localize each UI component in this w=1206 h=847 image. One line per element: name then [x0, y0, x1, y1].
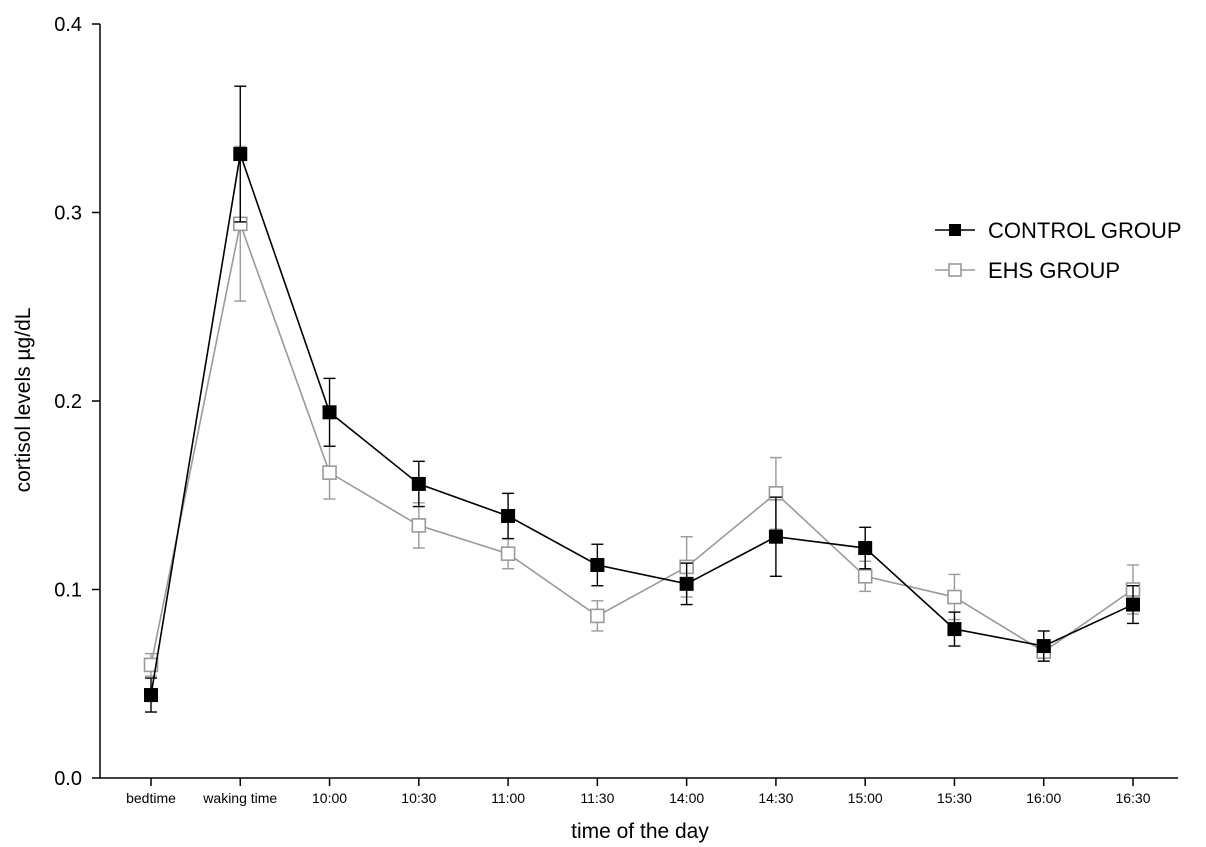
x-tick-label: 10:00 — [312, 790, 347, 806]
x-tick-label: 10:30 — [401, 790, 436, 806]
y-axis-title: cortisol levels µg/dL — [12, 308, 35, 493]
data-point — [680, 577, 693, 590]
y-axis-ticks: 0.0 0.1 0.2 0.3 0.4 — [54, 14, 100, 790]
data-point — [323, 406, 336, 419]
legend: CONTROL GROUP EHS GROUP — [935, 218, 1182, 283]
y-tick-label: 0.0 — [54, 768, 82, 790]
data-point — [1037, 640, 1050, 653]
y-tick-label: 0.1 — [54, 580, 82, 602]
data-point — [948, 623, 961, 636]
data-point — [323, 466, 336, 479]
legend-marker — [949, 264, 961, 276]
series-line — [151, 154, 1133, 695]
series-line — [151, 224, 1133, 665]
x-tick-label: waking time — [202, 790, 277, 806]
legend-label: EHS GROUP — [988, 258, 1120, 283]
data-point — [948, 591, 961, 604]
data-point — [412, 477, 425, 490]
data-point — [1127, 598, 1140, 611]
x-tick-label: 14:00 — [669, 790, 704, 806]
x-tick-label: 11:00 — [491, 790, 525, 806]
x-tick-label: 14:30 — [758, 790, 793, 806]
x-tick-label: 15:30 — [937, 790, 972, 806]
y-tick-label: 0.4 — [54, 14, 82, 36]
data-point — [859, 542, 872, 555]
series-layer — [145, 86, 1140, 712]
legend-label: CONTROL GROUP — [988, 218, 1182, 243]
legend-item: EHS GROUP — [935, 258, 1120, 283]
x-axis-ticks: bedtime waking time 10:00 10:30 11:00 11:30 14… — [126, 778, 1151, 806]
y-tick-label: 0.2 — [54, 391, 82, 413]
data-point — [502, 547, 515, 560]
data-point — [234, 148, 247, 161]
x-tick-label: bedtime — [126, 790, 176, 806]
data-point — [769, 530, 782, 543]
data-point — [591, 558, 604, 571]
legend-item: CONTROL GROUP — [935, 218, 1182, 243]
data-point — [591, 609, 604, 622]
data-point — [412, 519, 425, 532]
x-tick-label: 11:30 — [580, 790, 614, 806]
x-tick-label: 15:00 — [848, 790, 883, 806]
y-tick-label: 0.3 — [54, 203, 82, 225]
x-axis-title: time of the day — [571, 820, 709, 843]
x-tick-label: 16:00 — [1026, 790, 1061, 806]
legend-marker — [949, 224, 961, 236]
data-point — [859, 570, 872, 583]
data-point — [502, 509, 515, 522]
data-point — [145, 689, 158, 702]
x-tick-label: 16:30 — [1115, 790, 1150, 806]
axes — [100, 24, 1178, 778]
